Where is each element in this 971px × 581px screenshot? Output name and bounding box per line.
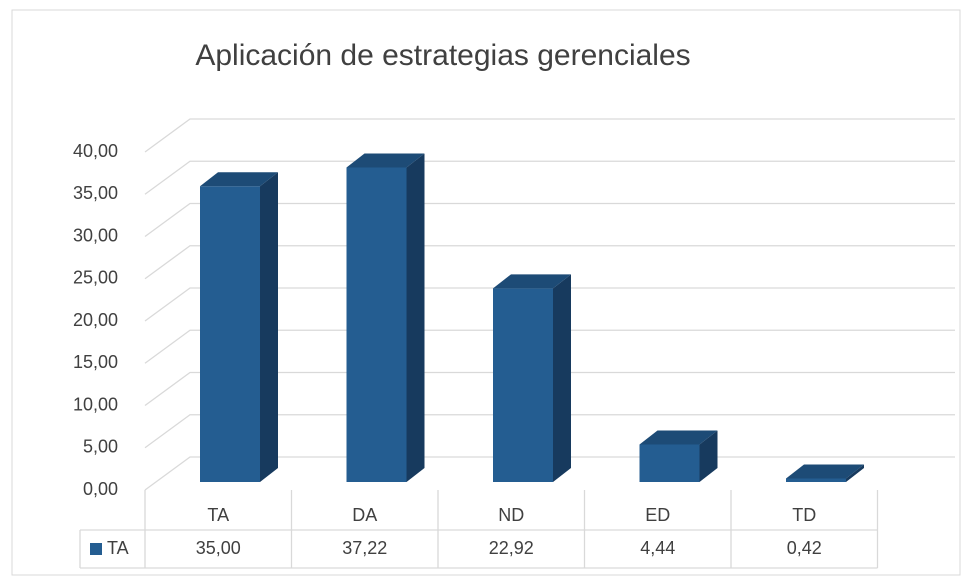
bar-front (346, 167, 407, 482)
bar-side (699, 430, 718, 482)
chart-title: Aplicación de estrategias gerenciales (195, 39, 690, 72)
grid-line (144, 329, 955, 364)
y-tick-label: 25,00 (73, 268, 118, 288)
y-tick-label: 0,00 (83, 479, 118, 499)
bar-side (406, 153, 425, 482)
legend-label: TA (107, 538, 129, 558)
y-tick-label: 40,00 (73, 141, 118, 161)
bar-top (200, 172, 278, 187)
bar-front (493, 288, 553, 482)
legend-swatch (90, 543, 102, 555)
bar-side (260, 172, 278, 482)
bar-top (786, 464, 864, 479)
x-tick-label: ED (645, 505, 670, 525)
grid-line (144, 287, 955, 322)
bar-side (846, 464, 864, 482)
value-label: 0,42 (787, 538, 822, 558)
grid-line (144, 245, 955, 280)
x-tick-label: DA (352, 505, 377, 525)
y-tick-label: 10,00 (73, 394, 118, 414)
grid-line (144, 202, 955, 238)
bar-front (786, 478, 846, 482)
value-label: 37,22 (342, 538, 387, 558)
grid-line (144, 160, 955, 195)
x-tick-label: ND (498, 505, 524, 525)
y-tick-label: 15,00 (73, 352, 118, 372)
value-label: 35,00 (196, 538, 241, 558)
x-tick-label: TD (792, 505, 816, 525)
bar-top (493, 274, 571, 289)
bar-top (639, 430, 718, 445)
y-tick-label: 35,00 (73, 183, 118, 203)
grid-line (144, 118, 955, 153)
grid-line (144, 371, 955, 407)
value-label: 22,92 (489, 538, 534, 558)
bar-top (346, 153, 425, 168)
y-tick-label: 30,00 (73, 225, 118, 245)
grid-line (144, 414, 955, 449)
bar-front (200, 186, 260, 482)
y-tick-label: 5,00 (83, 437, 118, 457)
bar-front (639, 444, 700, 482)
x-tick-label: TA (207, 505, 229, 525)
bar-side (553, 274, 571, 482)
chart-frame (11, 9, 961, 576)
y-tick-label: 20,00 (73, 310, 118, 330)
value-label: 4,44 (640, 538, 675, 558)
